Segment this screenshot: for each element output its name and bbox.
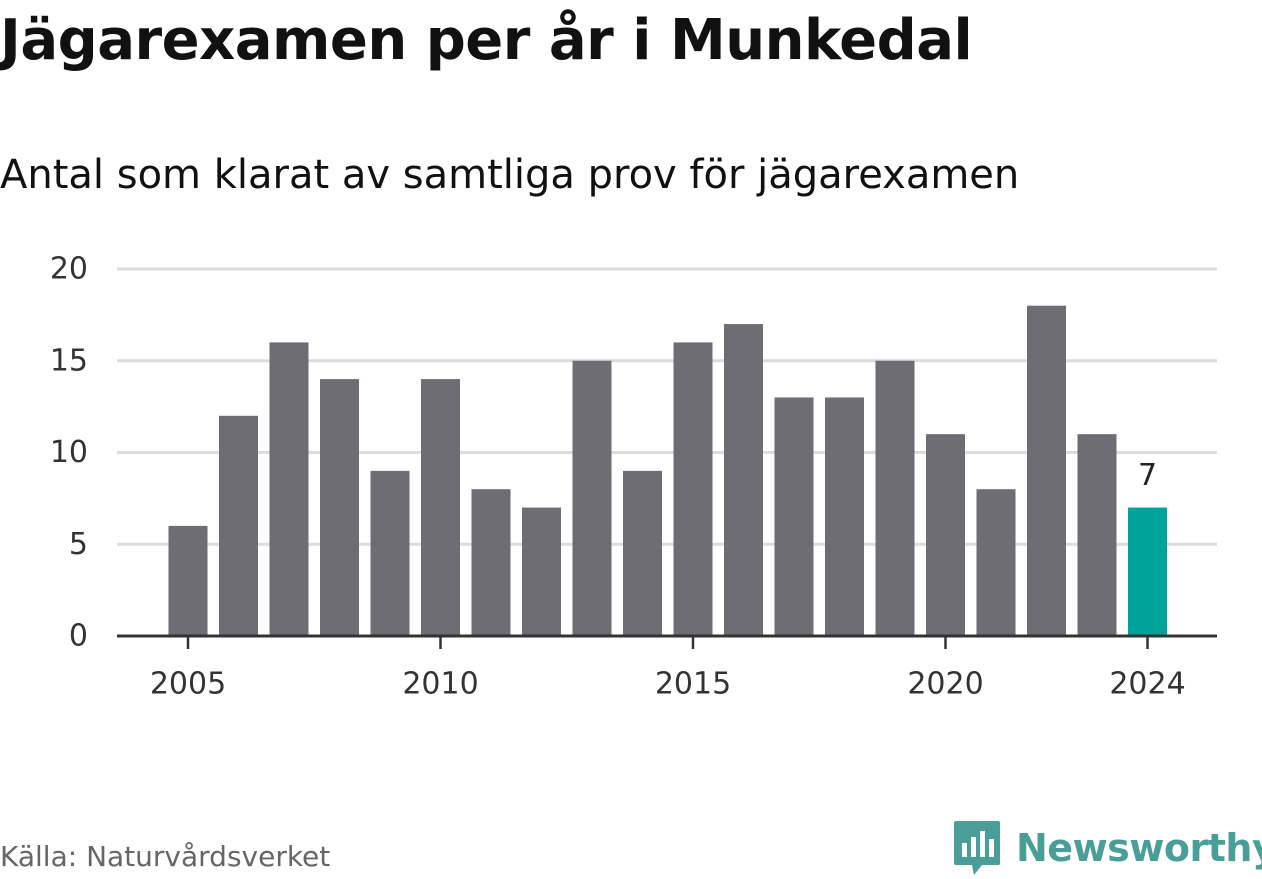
- bar-2023: [1077, 434, 1117, 636]
- y-tick-label: 10: [50, 435, 88, 470]
- chart-title: Jägarexamen per år i Munkedal: [0, 8, 973, 73]
- y-tick-label: 20: [50, 252, 88, 287]
- bar-2015: [673, 342, 713, 636]
- bar-2017: [774, 397, 814, 636]
- data-label-2024: 7: [1138, 458, 1157, 493]
- y-tick-label: 15: [50, 343, 88, 378]
- bar-2024: [1128, 507, 1167, 636]
- bar-2009: [370, 470, 410, 636]
- bar-2013: [572, 360, 612, 636]
- brand-name: Newsworthy: [1016, 826, 1262, 870]
- x-tick-label: 2005: [150, 667, 226, 702]
- y-axis-tick-labels: 0 5 10 15 20: [50, 252, 88, 654]
- bar-2010: [421, 379, 460, 636]
- x-tick-label: 2024: [1109, 667, 1185, 702]
- bar-2007: [269, 342, 309, 636]
- x-axis-tick-labels: 2005 2010 2015 2020 2024: [150, 667, 1186, 702]
- bar-2012: [522, 507, 561, 636]
- bars: [168, 305, 1167, 636]
- chart-subtitle: Antal som klarat av samtliga prov för jä…: [0, 152, 1020, 198]
- bar-2018: [825, 397, 864, 636]
- newsworthy-brand: Newsworthy: [952, 818, 1262, 878]
- bar-2005: [168, 525, 208, 636]
- bar-2020: [926, 434, 965, 636]
- annotations: 7: [1138, 458, 1157, 493]
- bar-2008: [320, 379, 359, 636]
- bar-2014: [623, 470, 662, 636]
- y-tick-label: 0: [69, 619, 88, 654]
- source-note: Källa: Naturvårdsverket: [0, 840, 331, 873]
- x-tick-label: 2015: [655, 667, 731, 702]
- bar-2011: [471, 489, 511, 636]
- newsworthy-logo-icon: [954, 821, 1000, 875]
- y-tick-label: 5: [69, 527, 88, 562]
- bar-2022: [1027, 305, 1066, 636]
- bar-2006: [219, 415, 258, 636]
- x-tick-label: 2010: [402, 667, 478, 702]
- bar-2016: [724, 324, 763, 636]
- x-axis: [117, 634, 1217, 649]
- bar-2021: [976, 489, 1016, 636]
- bar-2019: [875, 360, 915, 636]
- x-tick-label: 2020: [907, 667, 983, 702]
